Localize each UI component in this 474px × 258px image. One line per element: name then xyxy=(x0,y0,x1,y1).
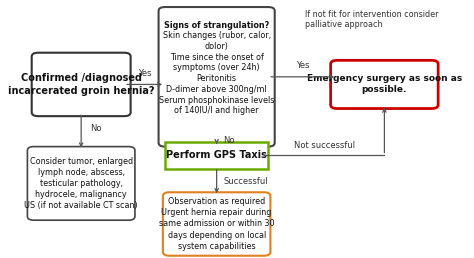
Text: Not successful: Not successful xyxy=(293,141,355,150)
Text: No: No xyxy=(90,124,101,133)
Text: Yes: Yes xyxy=(296,61,310,70)
Text: Signs of strangulation?: Signs of strangulation? xyxy=(164,21,269,30)
FancyBboxPatch shape xyxy=(165,142,268,170)
FancyBboxPatch shape xyxy=(331,60,438,109)
FancyBboxPatch shape xyxy=(27,147,135,220)
Text: Yes: Yes xyxy=(138,69,151,78)
Text: If not fit for intervention consider
palliative approach: If not fit for intervention consider pal… xyxy=(305,10,438,29)
Text: Skin changes (rubor, calor,
dolor)
Time since the onset of
symptoms (over 24h)
P: Skin changes (rubor, calor, dolor) Time … xyxy=(159,31,274,115)
Text: Perform GPS Taxis: Perform GPS Taxis xyxy=(166,150,267,160)
Text: Emergency surgery as soon as
possible.: Emergency surgery as soon as possible. xyxy=(307,74,462,94)
FancyBboxPatch shape xyxy=(163,192,270,256)
Text: Successful: Successful xyxy=(223,177,268,186)
Text: Consider tumor, enlarged
lymph node, abscess,
testicular pathology,
hydrocele, m: Consider tumor, enlarged lymph node, abs… xyxy=(24,157,138,210)
FancyBboxPatch shape xyxy=(159,7,275,147)
Text: No: No xyxy=(223,136,235,146)
FancyBboxPatch shape xyxy=(32,53,131,116)
Text: Observation as required
Urgent hernia repair during
same admission or within 30
: Observation as required Urgent hernia re… xyxy=(159,197,274,251)
Text: Confirmed /diagnosed
incarcerated groin hernia?: Confirmed /diagnosed incarcerated groin … xyxy=(8,73,155,96)
